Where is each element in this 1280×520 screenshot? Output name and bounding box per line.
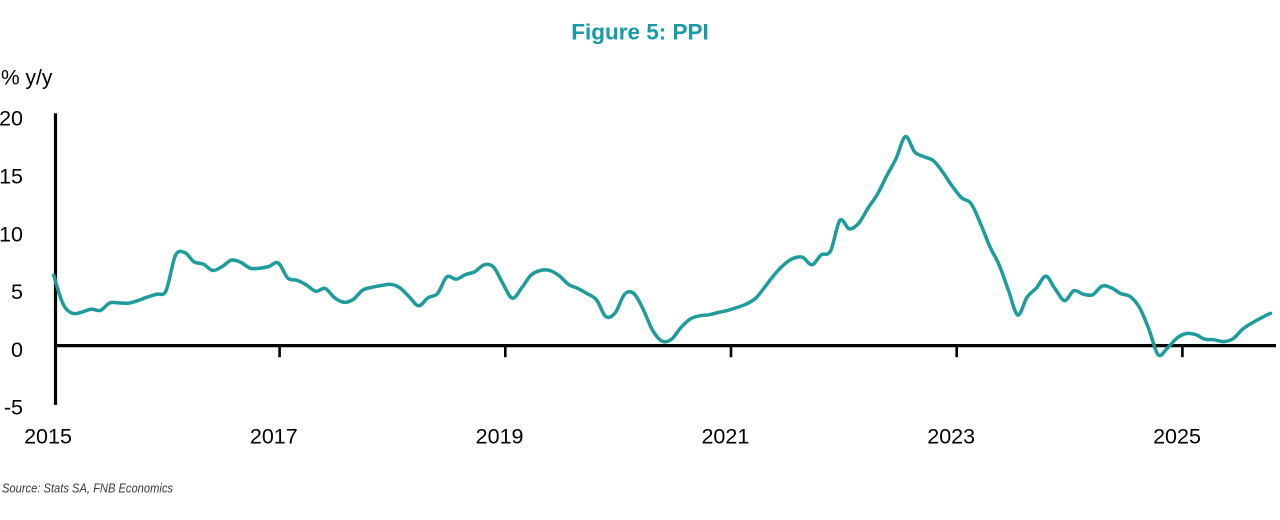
svg-text:2021: 2021 <box>701 425 749 449</box>
svg-text:% y/y: % y/y <box>1 67 53 90</box>
svg-text:2025: 2025 <box>1153 425 1201 449</box>
svg-text:2019: 2019 <box>476 425 524 449</box>
svg-text:-5: -5 <box>4 396 23 420</box>
svg-text:Figure 5: PPI: Figure 5: PPI <box>571 20 709 45</box>
svg-text:5: 5 <box>11 280 23 304</box>
svg-text:2017: 2017 <box>250 425 298 449</box>
svg-text:20: 20 <box>0 107 23 131</box>
svg-text:Source: Stats SA, FNB Economic: Source: Stats SA, FNB Economics <box>2 480 174 495</box>
svg-text:15: 15 <box>0 165 23 189</box>
svg-text:2023: 2023 <box>927 425 975 449</box>
svg-text:0: 0 <box>11 338 23 362</box>
svg-text:10: 10 <box>0 222 23 246</box>
svg-text:2015: 2015 <box>24 425 72 449</box>
